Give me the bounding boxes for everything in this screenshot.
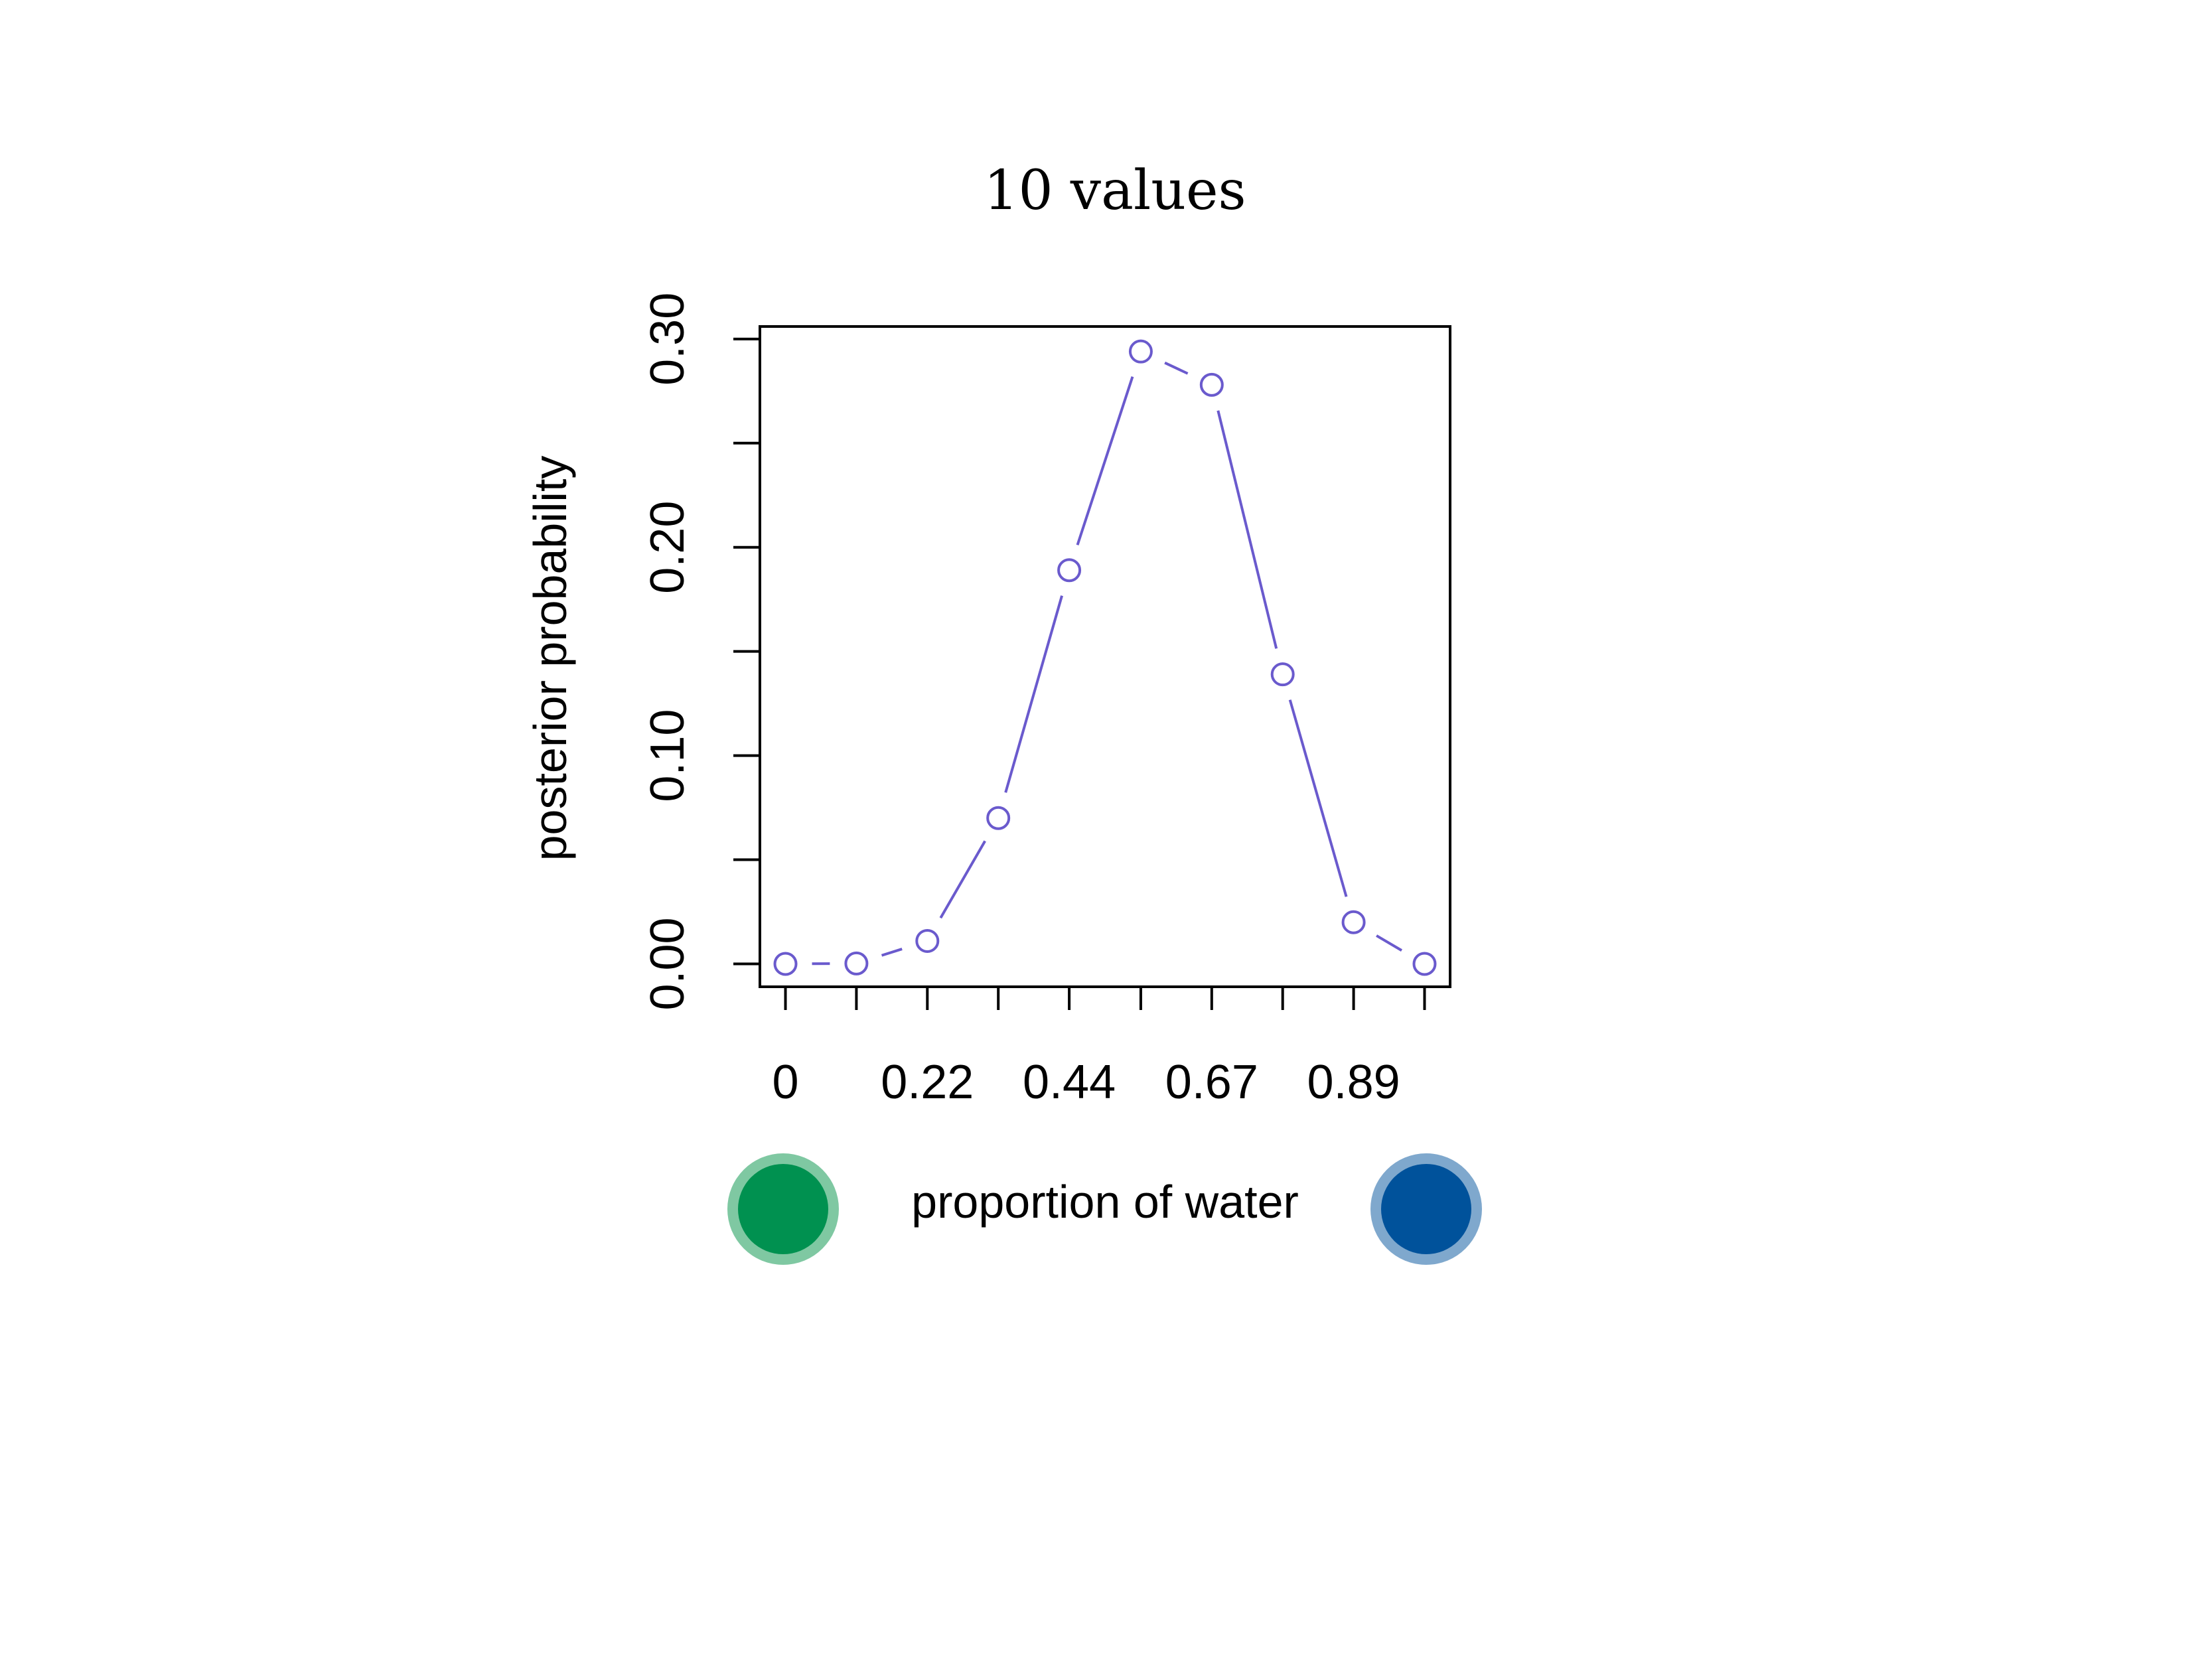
series-line-segment bbox=[1217, 410, 1278, 649]
series-line-segment bbox=[1164, 361, 1189, 375]
x-tick-label: 0.44 bbox=[1023, 1056, 1116, 1109]
x-tick-label: 0.67 bbox=[1165, 1056, 1258, 1109]
y-tick-label: 0.30 bbox=[641, 293, 694, 386]
y-axis-label: posterior probability bbox=[524, 456, 576, 861]
data-point bbox=[1270, 662, 1295, 687]
data-point bbox=[1199, 372, 1224, 397]
data-point bbox=[773, 952, 798, 976]
chart-title: 10 values bbox=[984, 159, 1246, 222]
water-sample-blue-icon bbox=[1381, 1164, 1471, 1254]
y-tick-label: 0.00 bbox=[641, 917, 694, 1010]
series-line-segment bbox=[1376, 934, 1403, 952]
data-point bbox=[1341, 910, 1366, 934]
data-point bbox=[986, 806, 1011, 830]
y-axis: 0.00 0.10 0.20 0.30 bbox=[641, 293, 760, 1011]
series-line-segment bbox=[1288, 699, 1348, 897]
water-sample-green-icon bbox=[738, 1164, 828, 1254]
series-line-segment bbox=[1004, 595, 1063, 793]
series-line-segment bbox=[1076, 376, 1134, 545]
data-point bbox=[915, 928, 940, 953]
posterior-series bbox=[773, 339, 1437, 976]
data-point bbox=[1128, 339, 1153, 364]
plot-frame bbox=[759, 325, 1451, 988]
x-axis-label: proportion of water bbox=[911, 1176, 1299, 1228]
data-point bbox=[844, 951, 869, 975]
series-line-segment bbox=[939, 840, 986, 919]
data-point bbox=[1412, 952, 1437, 976]
y-tick-label: 0.20 bbox=[641, 501, 694, 594]
series-line-segment bbox=[881, 948, 903, 957]
data-point bbox=[1057, 558, 1082, 583]
x-tick-label: 0.89 bbox=[1307, 1056, 1400, 1109]
y-tick-label: 0.10 bbox=[641, 709, 694, 802]
x-tick-label: 0 bbox=[772, 1056, 798, 1109]
legend-markers bbox=[727, 1153, 1482, 1265]
x-tick-label: 0.22 bbox=[881, 1056, 974, 1109]
x-axis: 0 0.22 0.44 0.67 0.89 bbox=[772, 987, 1426, 1109]
